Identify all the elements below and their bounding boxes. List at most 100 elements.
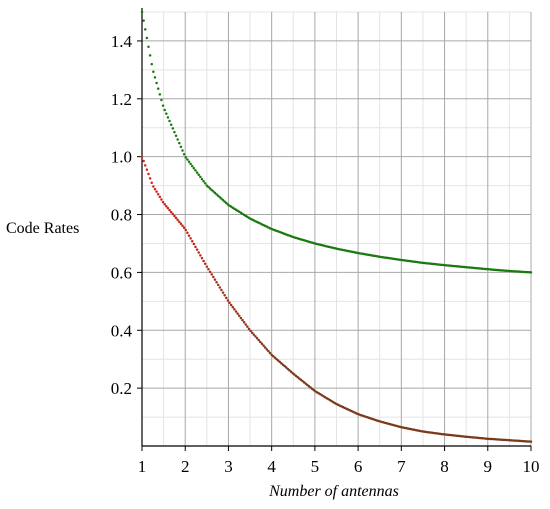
- series-1-point: [163, 108, 166, 112]
- series-2-point: [208, 270, 212, 274]
- series-1-point: [197, 173, 200, 176]
- series-1-point: [223, 200, 226, 203]
- y-tick-label: 0.6: [111, 263, 132, 282]
- series-1-point: [179, 145, 183, 149]
- minor-grid: [142, 11, 531, 446]
- series-2-point: [197, 251, 200, 254]
- series-2-point: [142, 159, 145, 163]
- series-1-point: [190, 164, 194, 168]
- series-2-point: [216, 283, 220, 287]
- x-tick-label: 7: [397, 457, 406, 476]
- x-tick-label: 9: [484, 457, 493, 476]
- series-2-point: [257, 338, 260, 342]
- series-2-point: [190, 239, 194, 243]
- series-2-point: [260, 342, 264, 346]
- series-2-point: [182, 226, 186, 229]
- series-1-point: [220, 197, 223, 200]
- series-2-point: [176, 218, 179, 222]
- series-1-point: [150, 62, 153, 66]
- series-2-point: [173, 214, 176, 218]
- series-2-point: [239, 316, 243, 320]
- x-tick-label: 3: [224, 457, 233, 476]
- y-tick-label: 0.2: [111, 379, 132, 398]
- series-2-point: [281, 363, 285, 366]
- series-2-point: [169, 210, 173, 214]
- series-2-point: [262, 344, 265, 347]
- series-1-point: [145, 36, 149, 40]
- series-1-point: [200, 177, 204, 181]
- series-1-point: [160, 98, 163, 102]
- series-1-point: [181, 149, 184, 152]
- series-2-point: [181, 224, 184, 227]
- series-1-point: [218, 195, 222, 199]
- series-2-point: [145, 168, 149, 171]
- series-2: [140, 155, 533, 443]
- series-2-point: [283, 364, 286, 368]
- series-1-point: [213, 191, 217, 195]
- series-1-point: [216, 194, 220, 198]
- series-1-point: [169, 123, 173, 126]
- series-layer: [140, 10, 533, 443]
- series-2-point: [278, 360, 282, 364]
- series-2-point: [236, 312, 239, 315]
- series-1-point: [148, 54, 152, 57]
- series-2-point: [223, 294, 226, 297]
- series-2-point: [186, 231, 189, 235]
- series-1-point: [173, 130, 176, 134]
- series-2-point: [155, 190, 158, 193]
- series-2-point: [218, 286, 222, 289]
- series-2-point: [275, 357, 278, 361]
- series-2-point: [156, 193, 160, 196]
- series-2-point: [288, 369, 291, 372]
- series-2-point: [270, 353, 273, 357]
- series-2-point: [229, 303, 233, 307]
- series-2-point: [171, 212, 175, 216]
- series-1-point: [215, 193, 218, 196]
- series-2-point: [189, 237, 192, 240]
- series-1-point: [210, 188, 213, 192]
- series-2-point: [203, 262, 207, 266]
- y-tick-label: 1.4: [111, 32, 133, 51]
- series-1-point: [143, 28, 147, 31]
- series-2-point: [244, 323, 247, 326]
- series-1-point: [140, 10, 144, 14]
- series-1-point: [147, 45, 150, 48]
- series-2-point: [161, 200, 165, 204]
- series-2-point: [166, 206, 170, 210]
- series-1-point: [207, 185, 210, 189]
- series-2-point: [268, 351, 272, 355]
- series-2-point: [273, 356, 277, 359]
- series-1-point: [161, 104, 165, 107]
- series-2-point: [140, 155, 144, 158]
- series-2-point: [228, 301, 231, 305]
- series-2-point: [165, 204, 168, 208]
- series-2-point: [280, 362, 283, 365]
- series-1-point: [182, 152, 186, 156]
- series-2-point: [213, 278, 217, 281]
- series-2-point: [148, 177, 152, 180]
- series-2-point: [238, 314, 241, 318]
- series-2-point: [215, 280, 218, 284]
- series-2-point: [158, 195, 162, 199]
- y-tick-label: 1.2: [111, 90, 132, 109]
- series-2-point: [199, 254, 202, 257]
- series-2-point: [259, 340, 262, 344]
- series-2-point: [529, 440, 533, 443]
- series-2-point: [276, 359, 280, 362]
- series-2-point: [147, 172, 150, 176]
- series-2-point: [163, 203, 166, 206]
- y-tick-labels: 0.2 0.4 0.6 0.8 1.0 1.2 1.4: [111, 32, 133, 398]
- series-1-point: [205, 184, 209, 187]
- series-2-point: [250, 331, 254, 334]
- x-tick-labels: 1 2 3 4 5 6 7 8 9 10: [138, 457, 540, 476]
- series-2-point: [289, 370, 293, 374]
- series-1-point: [192, 166, 196, 170]
- series-2-point: [200, 256, 204, 260]
- series-2-point: [249, 329, 252, 333]
- series-1-point: [156, 87, 160, 90]
- x-tick-label: 6: [354, 457, 363, 476]
- series-1-point: [212, 190, 215, 193]
- series-2-point: [174, 216, 178, 220]
- series-1-point: [186, 158, 189, 161]
